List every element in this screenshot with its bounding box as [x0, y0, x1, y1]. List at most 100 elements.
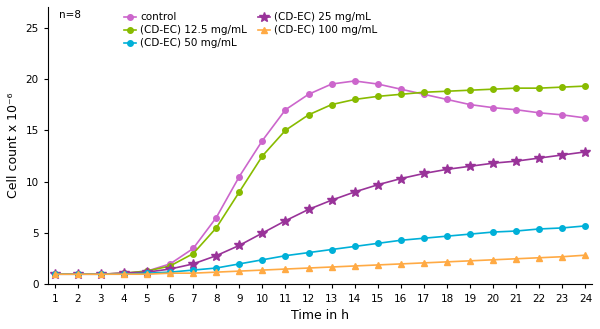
- control: [212, 216, 220, 220]
- X-axis label: Time in h: Time in h: [291, 309, 349, 322]
- (CD-EC) 25 mg/mL: [305, 208, 312, 212]
- (CD-EC) 50 mg/mL: [305, 251, 312, 255]
- (CD-EC) 25 mg/mL: [236, 243, 243, 247]
- (CD-EC) 100 mg/mL: [490, 258, 497, 262]
- (CD-EC) 100 mg/mL: [305, 266, 312, 270]
- (CD-EC) 25 mg/mL: [374, 183, 382, 187]
- (CD-EC) 25 mg/mL: [97, 272, 104, 276]
- (CD-EC) 25 mg/mL: [143, 270, 151, 274]
- (CD-EC) 50 mg/mL: [443, 234, 451, 238]
- (CD-EC) 12.5 mg/mL: [351, 97, 358, 101]
- (CD-EC) 12.5 mg/mL: [212, 226, 220, 230]
- (CD-EC) 100 mg/mL: [190, 271, 197, 275]
- (CD-EC) 12.5 mg/mL: [420, 90, 427, 94]
- control: [420, 92, 427, 96]
- control: [490, 106, 497, 110]
- (CD-EC) 100 mg/mL: [121, 272, 128, 276]
- (CD-EC) 100 mg/mL: [212, 270, 220, 274]
- control: [443, 97, 451, 101]
- (CD-EC) 25 mg/mL: [490, 161, 497, 165]
- (CD-EC) 25 mg/mL: [282, 219, 289, 223]
- control: [466, 103, 473, 107]
- (CD-EC) 50 mg/mL: [536, 227, 543, 231]
- (CD-EC) 25 mg/mL: [166, 267, 173, 271]
- (CD-EC) 12.5 mg/mL: [259, 154, 266, 158]
- control: [121, 271, 128, 275]
- (CD-EC) 100 mg/mL: [51, 272, 58, 276]
- (CD-EC) 100 mg/mL: [559, 255, 566, 259]
- Y-axis label: Cell count x 10⁻⁶: Cell count x 10⁻⁶: [7, 93, 20, 198]
- (CD-EC) 25 mg/mL: [443, 167, 451, 171]
- control: [374, 82, 382, 86]
- (CD-EC) 12.5 mg/mL: [236, 190, 243, 194]
- (CD-EC) 12.5 mg/mL: [166, 264, 173, 268]
- (CD-EC) 12.5 mg/mL: [143, 269, 151, 273]
- control: [74, 272, 82, 276]
- control: [190, 246, 197, 250]
- (CD-EC) 100 mg/mL: [74, 272, 82, 276]
- (CD-EC) 12.5 mg/mL: [51, 272, 58, 276]
- control: [582, 116, 589, 120]
- (CD-EC) 50 mg/mL: [582, 224, 589, 228]
- control: [143, 269, 151, 273]
- (CD-EC) 25 mg/mL: [190, 262, 197, 266]
- Line: (CD-EC) 25 mg/mL: (CD-EC) 25 mg/mL: [50, 147, 590, 279]
- (CD-EC) 12.5 mg/mL: [559, 85, 566, 89]
- (CD-EC) 100 mg/mL: [328, 265, 335, 269]
- (CD-EC) 12.5 mg/mL: [490, 87, 497, 91]
- (CD-EC) 50 mg/mL: [166, 270, 173, 274]
- (CD-EC) 50 mg/mL: [74, 272, 82, 276]
- (CD-EC) 100 mg/mL: [259, 268, 266, 272]
- control: [559, 113, 566, 117]
- (CD-EC) 12.5 mg/mL: [582, 84, 589, 88]
- (CD-EC) 50 mg/mL: [374, 241, 382, 245]
- Line: (CD-EC) 12.5 mg/mL: (CD-EC) 12.5 mg/mL: [52, 83, 588, 277]
- (CD-EC) 12.5 mg/mL: [190, 252, 197, 256]
- (CD-EC) 12.5 mg/mL: [512, 86, 520, 90]
- (CD-EC) 50 mg/mL: [328, 247, 335, 251]
- (CD-EC) 50 mg/mL: [490, 230, 497, 234]
- (CD-EC) 25 mg/mL: [420, 171, 427, 175]
- Text: n=8: n=8: [59, 10, 80, 20]
- (CD-EC) 12.5 mg/mL: [305, 113, 312, 117]
- (CD-EC) 12.5 mg/mL: [121, 271, 128, 275]
- control: [328, 82, 335, 86]
- (CD-EC) 50 mg/mL: [259, 258, 266, 262]
- (CD-EC) 100 mg/mL: [420, 261, 427, 265]
- (CD-EC) 100 mg/mL: [236, 269, 243, 273]
- (CD-EC) 25 mg/mL: [259, 231, 266, 235]
- (CD-EC) 100 mg/mL: [443, 260, 451, 264]
- control: [305, 92, 312, 96]
- control: [282, 108, 289, 112]
- Line: (CD-EC) 50 mg/mL: (CD-EC) 50 mg/mL: [52, 223, 588, 277]
- (CD-EC) 50 mg/mL: [351, 244, 358, 248]
- (CD-EC) 50 mg/mL: [51, 272, 58, 276]
- (CD-EC) 25 mg/mL: [397, 177, 404, 181]
- control: [397, 87, 404, 91]
- (CD-EC) 100 mg/mL: [466, 259, 473, 263]
- (CD-EC) 12.5 mg/mL: [74, 272, 82, 276]
- Legend: control, (CD-EC) 12.5 mg/mL, (CD-EC) 50 mg/mL, (CD-EC) 25 mg/mL, (CD-EC) 100 mg/: control, (CD-EC) 12.5 mg/mL, (CD-EC) 50 …: [124, 12, 377, 48]
- (CD-EC) 100 mg/mL: [143, 272, 151, 276]
- (CD-EC) 12.5 mg/mL: [328, 103, 335, 107]
- Line: control: control: [52, 78, 588, 277]
- (CD-EC) 25 mg/mL: [74, 272, 82, 276]
- control: [351, 79, 358, 83]
- (CD-EC) 100 mg/mL: [536, 256, 543, 260]
- (CD-EC) 12.5 mg/mL: [536, 86, 543, 90]
- (CD-EC) 50 mg/mL: [397, 238, 404, 242]
- (CD-EC) 50 mg/mL: [512, 229, 520, 233]
- control: [536, 111, 543, 115]
- (CD-EC) 50 mg/mL: [466, 232, 473, 236]
- (CD-EC) 12.5 mg/mL: [282, 128, 289, 132]
- (CD-EC) 12.5 mg/mL: [397, 92, 404, 96]
- (CD-EC) 12.5 mg/mL: [374, 94, 382, 98]
- control: [236, 175, 243, 179]
- (CD-EC) 100 mg/mL: [582, 253, 589, 257]
- (CD-EC) 25 mg/mL: [51, 272, 58, 276]
- control: [51, 272, 58, 276]
- (CD-EC) 100 mg/mL: [282, 267, 289, 271]
- (CD-EC) 50 mg/mL: [282, 254, 289, 258]
- (CD-EC) 50 mg/mL: [236, 262, 243, 266]
- (CD-EC) 100 mg/mL: [351, 264, 358, 268]
